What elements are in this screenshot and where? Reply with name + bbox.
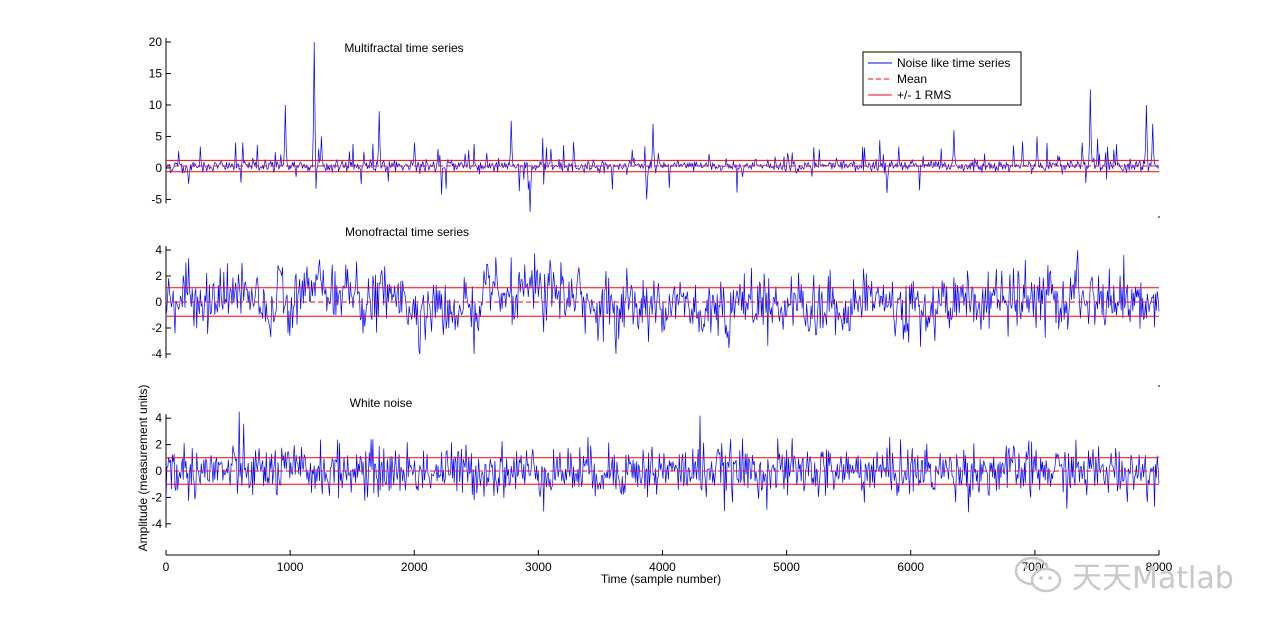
watermark-text: 天天Matlab — [1072, 561, 1234, 596]
legend-box — [862, 51, 1022, 106]
y-tick-label: 20 — [149, 35, 163, 49]
legend-label: Noise like time series — [897, 56, 1010, 70]
y-tick-label: 0 — [155, 464, 162, 478]
x-tick-label: 3000 — [525, 560, 552, 574]
panel-title: Multifractal time series — [344, 41, 463, 55]
x-tick-label: 6000 — [897, 560, 924, 574]
legend: Noise like time series Mean +/- 1 RMS — [862, 51, 1022, 106]
x-tick-label: 4000 — [649, 560, 676, 574]
y-tick-label: -4 — [151, 517, 162, 531]
x-tick-label: 2000 — [401, 560, 428, 574]
y-tick-label: -2 — [151, 321, 162, 335]
y-tick-label: -2 — [151, 490, 162, 504]
legend-label: +/- 1 RMS — [897, 88, 951, 102]
watermark: 天天Matlab — [1012, 553, 1234, 597]
y-tick-label: 4 — [155, 243, 162, 257]
wechat-logo-icon — [1014, 556, 1062, 593]
panel-title: White noise — [350, 396, 413, 410]
series-line-middle — [165, 250, 1160, 355]
panel-bottom: 4 2 0 -2 -4 White noise — [151, 396, 1160, 531]
x-axis-label: Time (sample number) — [601, 572, 721, 586]
y-tick-label: 2 — [155, 438, 162, 452]
y-tick-label: 4 — [155, 411, 162, 425]
y-tick-label: -4 — [151, 347, 162, 361]
x-tick-label: 0 — [163, 560, 170, 574]
x-axis: 010002000300040005000600070008000Time (s… — [163, 550, 1173, 586]
y-tick-label: 0 — [155, 295, 162, 309]
x-tick-label: 8000 — [1146, 560, 1173, 574]
legend-label: Mean — [897, 72, 927, 86]
panel-title: Monofractal time series — [345, 225, 469, 239]
y-tick-label: 0 — [155, 161, 162, 175]
panel-top: 20 15 10 5 0 -5 Multifractal time series — [149, 35, 1160, 213]
y-tick-label: -5 — [151, 192, 162, 206]
y-tick-label: 10 — [149, 98, 163, 112]
x-tick-label: 5000 — [773, 560, 800, 574]
series-line-top — [165, 41, 1160, 213]
panel-middle: 4 2 0 -2 -4 Monofractal time series — [151, 225, 1160, 361]
y-tick-label: 5 — [155, 129, 162, 143]
series-line-bottom — [165, 411, 1160, 513]
y-axis-label: Amplitude (measurement units) — [136, 385, 150, 552]
y-tick-label: 15 — [149, 66, 163, 80]
x-tick-label: 1000 — [277, 560, 304, 574]
y-tick-label: 2 — [155, 269, 162, 283]
